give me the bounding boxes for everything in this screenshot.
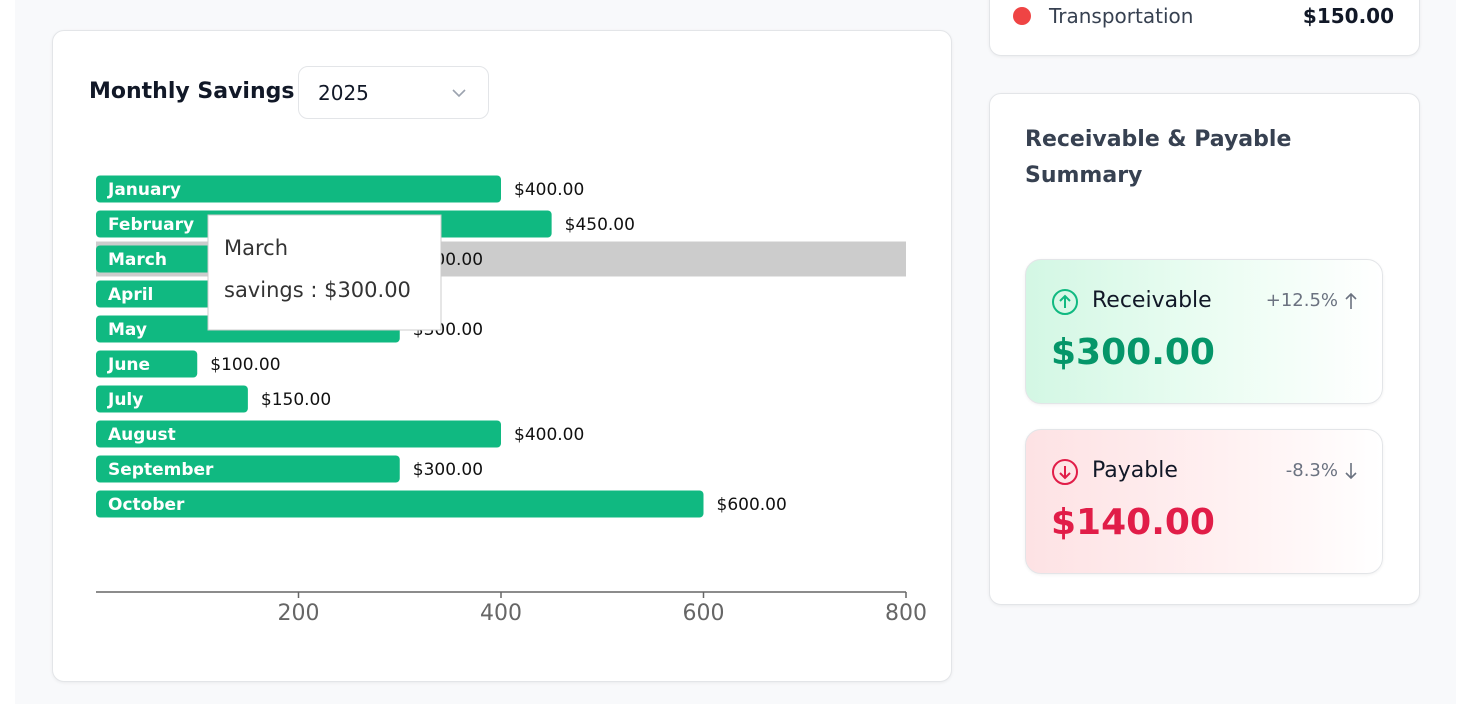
bar: [96, 420, 501, 448]
value-label: $450.00: [565, 215, 635, 235]
expense-label: Transportation: [1049, 4, 1194, 28]
value-label: $400.00: [514, 425, 584, 445]
payable-label: Payable: [1092, 458, 1178, 483]
down-icon: [1052, 459, 1078, 485]
payable-box: Payable -8.3% $140.00: [1025, 429, 1383, 574]
change-up-arrow: [1345, 292, 1357, 309]
value-label: $400.00: [514, 180, 584, 200]
category-label: January: [107, 180, 181, 200]
up-icon: [1052, 289, 1078, 315]
category-label: April: [108, 285, 153, 305]
summary-title: Receivable & Payable Summary: [1025, 127, 1292, 188]
value-label: $300.00: [413, 460, 483, 480]
savings-card: [52, 30, 952, 682]
x-tick-label: 200: [278, 601, 320, 626]
tooltip-box: [207, 214, 442, 331]
chevron-icon: [452, 89, 466, 98]
change-down-arrow: [1345, 463, 1357, 480]
category-label: March: [108, 250, 167, 270]
bar: [96, 455, 400, 483]
x-tick-label: 800: [885, 601, 927, 626]
bar: [96, 385, 248, 413]
x-tick-label: 600: [683, 601, 725, 626]
payable-change: -8.3%: [1285, 460, 1338, 481]
x-tick-label: 400: [480, 601, 522, 626]
category-label: July: [107, 390, 143, 410]
category-label: August: [108, 425, 176, 445]
receivable-change: +12.5%: [1265, 290, 1338, 311]
tooltip: March savings : $300.00: [207, 214, 442, 331]
expense-amount: $150.00: [1302, 4, 1394, 28]
tooltip-value: savings : $300.00: [224, 278, 411, 302]
category-label: June: [107, 355, 150, 375]
category-label: February: [108, 215, 194, 235]
receivable-box: Receivable +12.5% $300.00: [1025, 259, 1383, 404]
value-label: $150.00: [261, 390, 331, 410]
bar-chart: January $400.00 February $450.00 March $300.0…: [96, 175, 927, 626]
bar: [96, 175, 501, 203]
card-title: Monthly Savings: [89, 79, 295, 104]
tooltip-title: March: [224, 236, 288, 260]
bar: [96, 350, 198, 378]
expense-card: [989, 0, 1420, 56]
year-select[interactable]: 2025: [298, 66, 489, 119]
category-dot: [1013, 7, 1031, 25]
category-label: May: [108, 320, 147, 340]
year-select-value: 2025: [318, 81, 369, 105]
payable-amount: $140.00: [1051, 502, 1215, 543]
receivable-label: Receivable: [1092, 288, 1212, 313]
category-label: September: [108, 460, 214, 480]
value-label: $600.00: [717, 495, 787, 515]
category-label: October: [108, 495, 185, 515]
bar: [96, 490, 704, 518]
receivable-amount: $300.00: [1051, 332, 1215, 373]
value-label: $100.00: [210, 355, 280, 375]
